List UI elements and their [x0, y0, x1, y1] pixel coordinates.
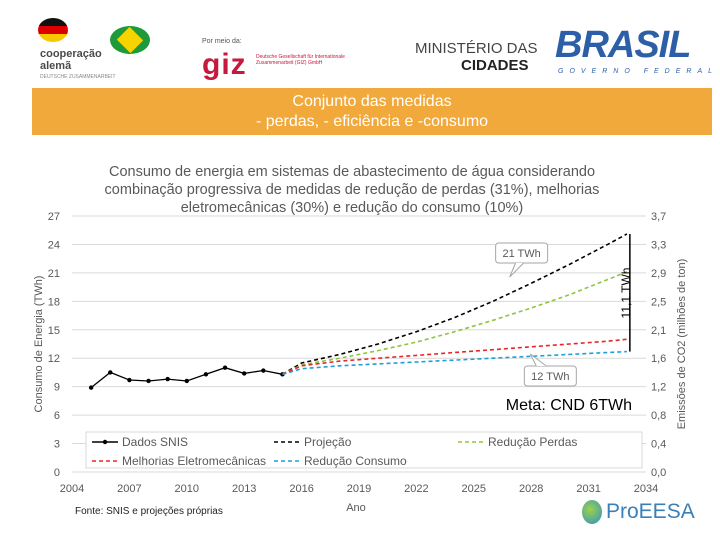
y-tick-label: 18	[48, 296, 60, 308]
callout-box	[523, 365, 577, 387]
title-banner: Conjunto das medidas - perdas, - eficiên…	[32, 88, 712, 135]
data-point	[127, 377, 132, 383]
cooperacao-alema-logo: cooperação alemã DEUTSCHE ZUSAMMENARBEIT	[30, 12, 160, 80]
x-tick-label: 2022	[404, 483, 428, 495]
x-tick-label: 2025	[462, 483, 486, 495]
x-tick-label: 2004	[60, 483, 84, 495]
y2-tick-label: 2,5	[651, 296, 666, 308]
y-tick-label: 27	[48, 211, 60, 223]
data-point	[108, 370, 113, 375]
proeesa-logo: ProEESA	[580, 498, 695, 528]
legend-label: Redução Consumo	[304, 454, 407, 468]
data-point	[222, 365, 228, 370]
y-tick-label: 9	[54, 382, 60, 394]
x-tick-label: 2010	[175, 483, 199, 495]
giz-by-label: Por meio da:	[202, 38, 242, 45]
series-line	[282, 350, 627, 376]
y2-tick-label: 0,0	[651, 467, 666, 479]
y-tick-label: 21	[48, 268, 60, 280]
giz-description: Deutsche Gesellschaft für Internationale…	[256, 54, 345, 66]
legend-box	[85, 431, 643, 469]
legend-marker	[102, 439, 108, 445]
callout-high-label: 21 TWh	[502, 248, 540, 260]
proeesa-logo-text: ProEESA	[606, 500, 695, 523]
legend-label: Melhorias Eletromecânicas	[122, 454, 266, 468]
series-line	[282, 233, 628, 375]
difference-label: 11,1 TWh	[619, 268, 633, 319]
coop-logo-line3: DEUTSCHE ZUSAMMENARBEIT	[40, 74, 116, 80]
series-line	[282, 271, 628, 376]
x-tick-label: 2031	[576, 483, 600, 495]
coop-logo-line2: alemã	[40, 60, 72, 72]
legend-label: Redução Perdas	[488, 435, 577, 449]
y2-tick-label: 0,4	[651, 439, 666, 451]
coop-logo-line1: cooperação	[40, 48, 102, 60]
x-tick-label: 2007	[117, 483, 141, 495]
header-logos: cooperação alemã DEUTSCHE ZUSAMMENARBEIT…	[0, 0, 720, 88]
y2-tick-label: 3,7	[651, 211, 666, 223]
data-point	[88, 385, 94, 390]
callout-low-label: 12 TWh	[531, 371, 569, 383]
x-tick-label: 2019	[347, 483, 371, 495]
proeesa-leaf-icon	[582, 500, 602, 524]
giz-logo: giz	[202, 48, 247, 81]
series-line	[282, 338, 627, 376]
data-point	[184, 378, 189, 384]
legend-label: Projeção	[304, 435, 352, 449]
source-note: Fonte: SNIS e projeções próprias	[75, 506, 223, 517]
banner-line2: - perdas, - eficiência e -consumo	[255, 113, 489, 130]
y-axis-label: Consumo de Energia (TWh)	[33, 276, 45, 413]
y2-tick-label: 1,6	[651, 353, 666, 365]
brazil-flag-icon	[110, 26, 150, 54]
y2-tick-label: 2,1	[651, 325, 666, 337]
callout-pointer	[509, 262, 524, 278]
series-line	[90, 367, 283, 389]
data-point	[203, 372, 209, 377]
germany-flag-icon	[38, 18, 68, 42]
x-tick-label: 2028	[519, 483, 543, 495]
y-tick-label: 24	[48, 239, 60, 251]
x-tick-label: 2013	[232, 483, 256, 495]
y2-tick-label: 3,3	[651, 239, 666, 251]
ministry-logo-line2: CIDADES	[461, 57, 529, 74]
y2-tick-label: 0,8	[651, 410, 666, 422]
x-axis-label: Ano	[346, 502, 366, 514]
goal-annotation: Meta: CND 6TWh	[506, 397, 632, 414]
data-point	[261, 368, 266, 373]
y2-axis-label: Emissões de CO2 (milhões de ton)	[676, 259, 688, 430]
y-tick-label: 6	[54, 410, 60, 422]
chart-title-line: eletromecânicas (30%) e redução do consu…	[181, 200, 524, 216]
y2-tick-label: 2,9	[651, 268, 666, 280]
data-point	[146, 378, 151, 384]
x-tick-label: 2034	[634, 483, 658, 495]
brasil-logo: BRASIL	[555, 24, 691, 66]
data-point	[165, 376, 170, 382]
y-tick-label: 3	[54, 439, 60, 451]
ministry-logo-line1: MINISTÉRIO DAS	[415, 40, 538, 57]
y-tick-label: 0	[54, 467, 60, 479]
legend-label: Dados SNIS	[122, 435, 188, 449]
chart-title-line: Consumo de energia em sistemas de abaste…	[109, 164, 595, 180]
x-tick-label: 2016	[289, 483, 313, 495]
banner-line1: Conjunto das medidas	[292, 93, 452, 110]
data-point	[242, 371, 247, 376]
y-tick-label: 12	[48, 353, 60, 365]
callout-pointer	[529, 353, 547, 367]
brasil-logo-subtitle: GOVERNO FEDERAL	[558, 68, 719, 75]
y2-tick-label: 1,2	[651, 382, 666, 394]
y-tick-label: 15	[48, 325, 60, 337]
chart-title-line: combinação progressiva de medidas de red…	[105, 182, 600, 198]
